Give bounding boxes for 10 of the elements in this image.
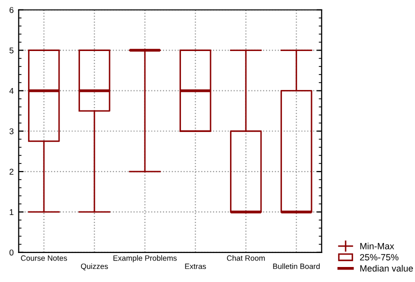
y-tick-label: 0 (10, 250, 14, 256)
text: Min-Max (360, 242, 394, 250)
y-tick-label: 3 (9, 128, 14, 134)
text: 25%-75% (360, 254, 398, 260)
y-tick-label: 5 (10, 48, 14, 54)
text: Median value (360, 264, 413, 272)
y-tick-label: 4 (9, 88, 14, 94)
y-tick-label: 2 (10, 168, 14, 175)
y-tick-label: 6 (10, 7, 14, 13)
y-tick-label: 1 (10, 209, 14, 215)
